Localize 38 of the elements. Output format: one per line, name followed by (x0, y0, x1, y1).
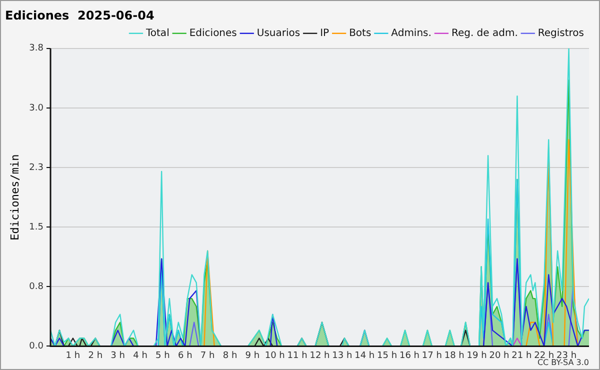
x-tick-label: 16 h (399, 350, 420, 361)
x-tick-label: 5 h (156, 350, 170, 361)
x-tick-label: 10 h (264, 350, 285, 361)
x-tick-label: 8 h (222, 350, 238, 361)
x-tick-label: 19 h (466, 350, 487, 361)
x-tick-label: 1 h (66, 350, 80, 361)
x-tick-label: 17 h (422, 350, 442, 361)
y-tick-label: 1.5 (29, 222, 44, 232)
x-tick-label: 21 h (512, 350, 532, 361)
x-tick-label: 20 h (489, 350, 510, 361)
y-tick-label: 3.8 (29, 44, 44, 54)
legend-label: Registros (538, 28, 584, 39)
y-axis-title: Ediciones/min (8, 154, 22, 240)
legend-label: IP (320, 28, 330, 39)
chart-title: Ediciones 2025-06-04 (5, 8, 154, 22)
text: CC BY-SA 3.0 (537, 358, 589, 368)
y-tick-label: 0.0 (29, 342, 44, 352)
x-tick-label: 18 h (444, 350, 464, 361)
x-tick-label: 15 h (377, 350, 398, 361)
y-tick-label: 3.0 (29, 103, 44, 114)
legend-label: Ediciones (189, 28, 237, 39)
x-tick-label: 6 h (178, 350, 192, 361)
legend-label: Admins. (391, 28, 432, 39)
x-tick-label: 7 h (200, 350, 215, 361)
x-tick-label: 13 h (332, 350, 352, 361)
x-tick-label: 14 h (354, 350, 375, 361)
legend-label: Bots (349, 28, 372, 39)
x-tick-label: 12 h (310, 350, 330, 361)
x-tick-label: 3 h (110, 350, 125, 361)
legend-label: Total (144, 28, 170, 39)
y-tick-label: 2.3 (29, 162, 44, 173)
y-tick-label: 0.8 (29, 282, 44, 292)
x-tick-label: 4 h (133, 350, 148, 361)
legend-label: Reg. de adm. (451, 28, 518, 39)
x-tick-label: 9 h (245, 350, 260, 361)
legend-label: Usuarios (256, 28, 300, 39)
x-tick-label: 2 h (88, 350, 103, 361)
x-tick-label: 11 h (287, 350, 308, 361)
